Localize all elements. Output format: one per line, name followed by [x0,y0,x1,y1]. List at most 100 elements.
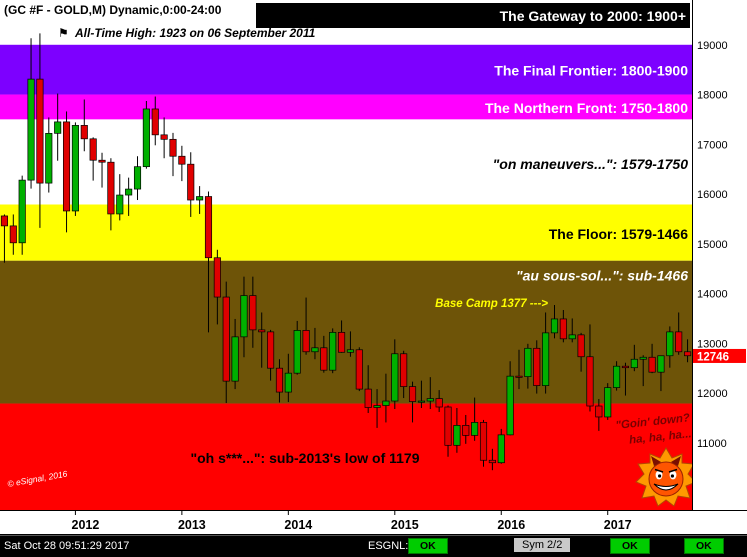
candle-body-up-2015-01 [391,353,399,402]
x-axis-year-label: 2016 [497,518,525,532]
zone-label-on-maneuvers: "on maneuvers...": 1579-1750 [493,156,689,172]
devil-pupil-left [658,474,662,478]
y-axis-label: 12000 [697,388,728,400]
devil-face [648,461,684,497]
candle-body-up-2012-06 [116,194,124,215]
candle-body-up-2012-01 [71,125,79,212]
candle-body-down-2015-06 [435,398,443,408]
candle-body-up-2017-05 [639,356,647,360]
status-ok-badge-3: OK [684,538,724,554]
candle-body-up-2015-08 [453,425,461,446]
candle-body-down-2014-05 [320,347,328,371]
candle-body-up-2012-08 [133,166,142,190]
candle-body-up-2013-03 [196,196,204,201]
candle-body-up-2014-11 [373,405,381,408]
candle-body-down-2012-03 [89,138,97,161]
zone-oh-s [0,403,692,510]
candle-body-up-2017-01 [604,387,612,418]
candle-body-down-2015-09 [462,425,470,436]
candle-body-down-2017-06 [648,356,656,373]
candle-body-up-2014-06 [329,332,337,371]
ath-marker-flag-icon: ⚑ [58,26,69,40]
x-axis-year-label: 2013 [178,518,206,532]
connection-label: ESGNL: [368,540,409,552]
candle-body-down-2016-11 [586,356,594,407]
zone-au-sous-sol [0,260,692,404]
x-axis-year-label: 2012 [72,518,100,532]
candle-body-up-2011-07 [18,179,26,244]
y-axis-label: 18000 [697,90,728,102]
devil-emoticon [635,447,697,507]
candle-body-up-2015-10 [471,422,479,436]
candle-body-down-2011-06 [9,225,17,244]
x-axis-year-label: 2017 [604,518,632,532]
candle-body-down-2012-05 [107,161,115,215]
candle-body-down-2012-02 [80,125,88,140]
candle-body-up-2016-06 [542,332,550,386]
y-axis-label: 11000 [697,438,727,450]
zone-label-oh-s: "oh s***...": sub-2013's low of 1179 [190,450,419,466]
devil-brow-left [654,468,664,473]
candle-body-down-2017-09 [675,331,683,353]
candle-body-down-2016-08 [559,318,567,340]
devil-horn-left [651,456,661,466]
candle-body-down-2013-04 [204,196,213,259]
all-time-high-note: All-Time High: 1923 on 06 September 2011 [74,26,316,40]
y-axis-label: 19000 [697,40,728,52]
candle-body-down-2012-10 [151,108,159,136]
zones-layer: The Gateway to 2000: 1900+ The Final Fron… [0,3,692,510]
candle-body-up-2015-05 [426,398,434,402]
candle-body-down-2014-09 [355,349,363,390]
devil-brow-right [668,468,678,473]
candle-body-up-2014-01 [284,372,292,393]
last-price-tag [693,348,746,363]
candle-body-down-2013-09 [249,295,257,331]
candle-body-down-2016-05 [533,347,541,386]
candle-body-up-2017-08 [666,331,674,357]
candle-body-down-2016-12 [595,405,603,418]
zone-gateway [256,3,690,28]
candle-body-up-2011-11 [54,121,62,134]
candle-body-down-2014-03 [302,330,310,353]
candle-body-up-2015-04 [417,400,425,403]
candle-body-down-2015-03 [408,386,417,402]
devil-horn-right [671,456,681,466]
x-axis-year-label: 2015 [391,518,419,532]
candle-body-up-2014-12 [382,400,390,406]
candle-body-up-2017-04 [630,358,638,369]
chart-canvas[interactable]: The Gateway to 2000: 1900+ The Final Fron… [0,0,747,535]
candle-body-down-2014-10 [364,388,372,408]
zone-on-maneuvers [0,119,692,205]
candle-body-up-2017-02 [613,365,621,388]
y-axis-label: 16000 [697,189,728,201]
candle-body-up-2014-02 [293,330,301,374]
candle-body-up-2016-07 [550,318,559,334]
candle-body-up-2016-04 [524,347,532,378]
base-camp-annotation: Base Camp 1377 ---> [435,298,548,310]
candle-body-up-2016-09 [568,334,576,340]
candle-body-down-2013-02 [187,163,195,201]
y-axis-label: 13000 [697,338,728,350]
candle-body-down-2012-11 [160,134,168,140]
candle-body-down-2013-12 [275,367,284,393]
candle-body-down-2016-10 [577,334,585,358]
candle-body-up-2013-07 [231,336,239,382]
candle-body-up-2017-07 [657,355,665,373]
candle-body-down-2016-03 [515,375,523,378]
zone-label-gateway: The Gateway to 2000: 1900+ [500,8,686,24]
candle-body-down-2013-05 [213,257,221,298]
connection-status-badge: OK [408,538,448,554]
x-axis-year-label: 2014 [284,518,312,532]
y-axis-label: 17000 [697,139,728,151]
candle-body-down-2014-07 [338,332,346,353]
status-bar: Sat Oct 28 09:51:29 2017 ESGNL: OK Sym 2… [0,535,747,557]
zone-label-northern-front: The Northern Front: 1750-1800 [485,100,688,116]
symbol-counter: Sym 2/2 [514,538,571,552]
zone-label-au-sous-sol: "au sous-sol...": sub-1466 [516,268,688,284]
candle-body-down-2017-03 [621,365,630,369]
candle-body-down-2011-05 [0,215,8,227]
candle-body-up-2014-08 [346,349,354,353]
axes-layer: 19000 18000 17000 16000 15000 14000 13000 12000… [0,0,747,535]
y-axis-panel [692,0,747,510]
candle-body-up-2012-09 [142,108,150,168]
